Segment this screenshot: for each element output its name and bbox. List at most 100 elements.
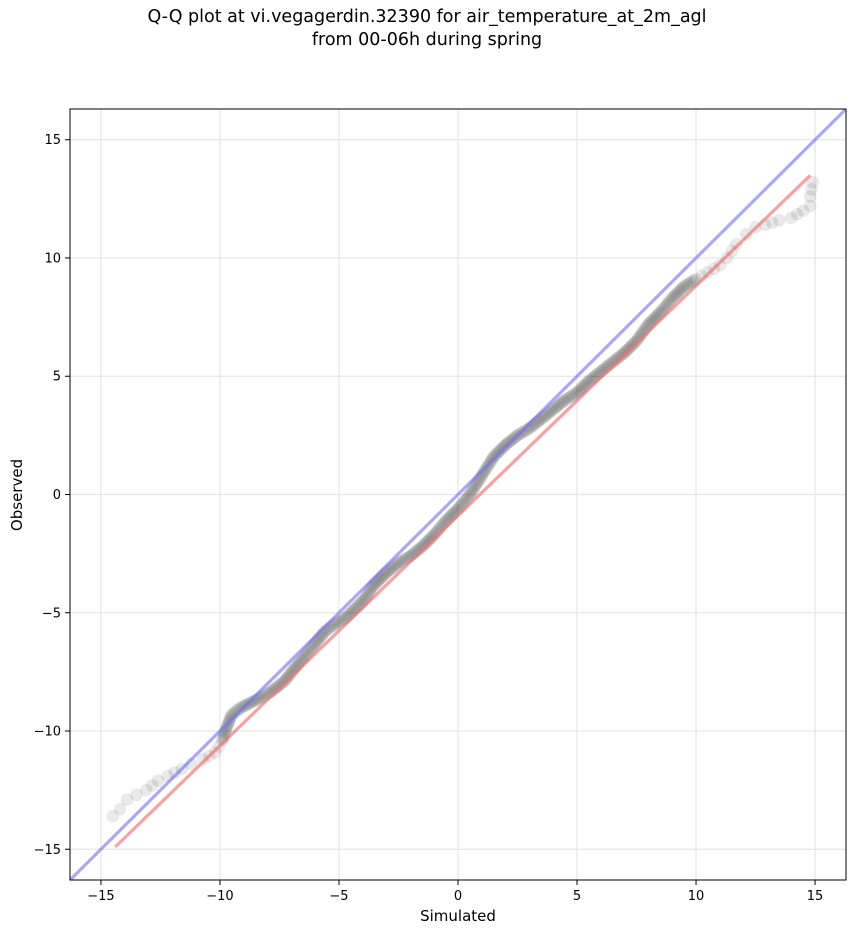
data-point (224, 710, 238, 723)
data-point (679, 278, 693, 292)
data-point (671, 285, 685, 299)
data-point (463, 488, 477, 501)
data-point (659, 298, 673, 312)
data-point (494, 442, 508, 456)
data-point (493, 444, 506, 458)
data-point (414, 541, 427, 555)
data-point (558, 393, 572, 407)
data-point (491, 445, 505, 459)
data-point (220, 719, 234, 733)
data-point (739, 228, 753, 241)
data-point (677, 280, 691, 293)
data-point (464, 486, 478, 499)
data-point (806, 176, 819, 189)
data-point (465, 484, 479, 498)
x-tick-label: 15 (807, 889, 824, 904)
data-point (130, 788, 143, 802)
data-point (499, 438, 512, 452)
data-point (420, 535, 434, 549)
data-point (668, 288, 682, 302)
data-point (197, 753, 210, 766)
data-point (223, 712, 237, 725)
fit-line (114, 174, 812, 849)
y-axis-label: Observed (8, 459, 26, 531)
y-tick-label: −15 (34, 843, 61, 858)
data-point (476, 467, 490, 480)
data-point (632, 330, 646, 344)
data-point (333, 614, 347, 628)
data-point (216, 734, 229, 747)
x-tick-label: 0 (454, 889, 462, 904)
x-tick-label: 5 (573, 889, 581, 904)
data-point (244, 696, 258, 709)
data-point (665, 291, 679, 305)
data-point (670, 287, 683, 301)
reference-lines (70, 109, 846, 880)
y-tick-label: −10 (34, 725, 61, 740)
data-point (681, 277, 695, 291)
data-point (233, 702, 246, 716)
data-point (803, 199, 817, 213)
data-point (609, 353, 623, 366)
data-point (459, 493, 472, 507)
y-tick-label: 0 (53, 488, 61, 503)
data-point (661, 297, 675, 310)
data-point (611, 351, 625, 365)
data-point (113, 802, 127, 816)
data-point (673, 284, 686, 298)
data-point (106, 809, 120, 823)
y-tick-label: 15 (44, 133, 61, 148)
data-point (426, 529, 440, 543)
data-point (274, 677, 288, 691)
data-point (220, 722, 233, 735)
data-point (773, 213, 786, 227)
data-point (479, 463, 492, 477)
data-point (730, 237, 743, 251)
data-point (462, 489, 475, 503)
chart-title: Q-Q plot at vi.vegagerdin.32390 for air_… (0, 6, 854, 52)
data-point (269, 681, 283, 695)
data-point (616, 347, 630, 361)
data-point (145, 779, 159, 792)
data-point (519, 424, 532, 437)
data-point (548, 401, 562, 415)
data-point (765, 216, 779, 229)
axis-ticks: −15 −10 −5 0 5 10 15 −15 −10 −5 0 5 10 15 (34, 133, 824, 904)
data-point (415, 540, 429, 553)
y-tick-label: 5 (53, 370, 61, 385)
data-point (517, 425, 530, 439)
data-point (417, 538, 431, 552)
data-point (392, 556, 405, 570)
data-point (560, 392, 574, 406)
data-point (283, 668, 296, 681)
data-point (460, 491, 474, 505)
data-point (390, 558, 404, 571)
data-point (543, 405, 557, 419)
data-point (301, 646, 315, 659)
data-point (521, 423, 534, 436)
data-point (790, 207, 804, 221)
data-point (271, 680, 284, 694)
data-point (613, 350, 626, 363)
data-point (388, 559, 402, 573)
data-point (796, 204, 810, 217)
data-point (235, 701, 248, 714)
data-point (363, 584, 377, 597)
data-point (468, 480, 481, 494)
y-tick-label: 10 (44, 251, 61, 266)
data-point (676, 281, 689, 295)
data-point (564, 390, 578, 403)
data-point (631, 332, 645, 346)
data-point (545, 404, 558, 418)
data-point (272, 679, 286, 692)
data-point (423, 532, 437, 546)
data-point (421, 534, 435, 547)
data-point (246, 695, 260, 708)
chart-title-line-1: Q-Q plot at vi.vegagerdin.32390 for air_… (147, 7, 707, 27)
data-point (667, 290, 681, 304)
data-point (496, 441, 509, 455)
data-point (546, 403, 560, 416)
data-point (418, 537, 432, 550)
data-point (276, 676, 289, 689)
